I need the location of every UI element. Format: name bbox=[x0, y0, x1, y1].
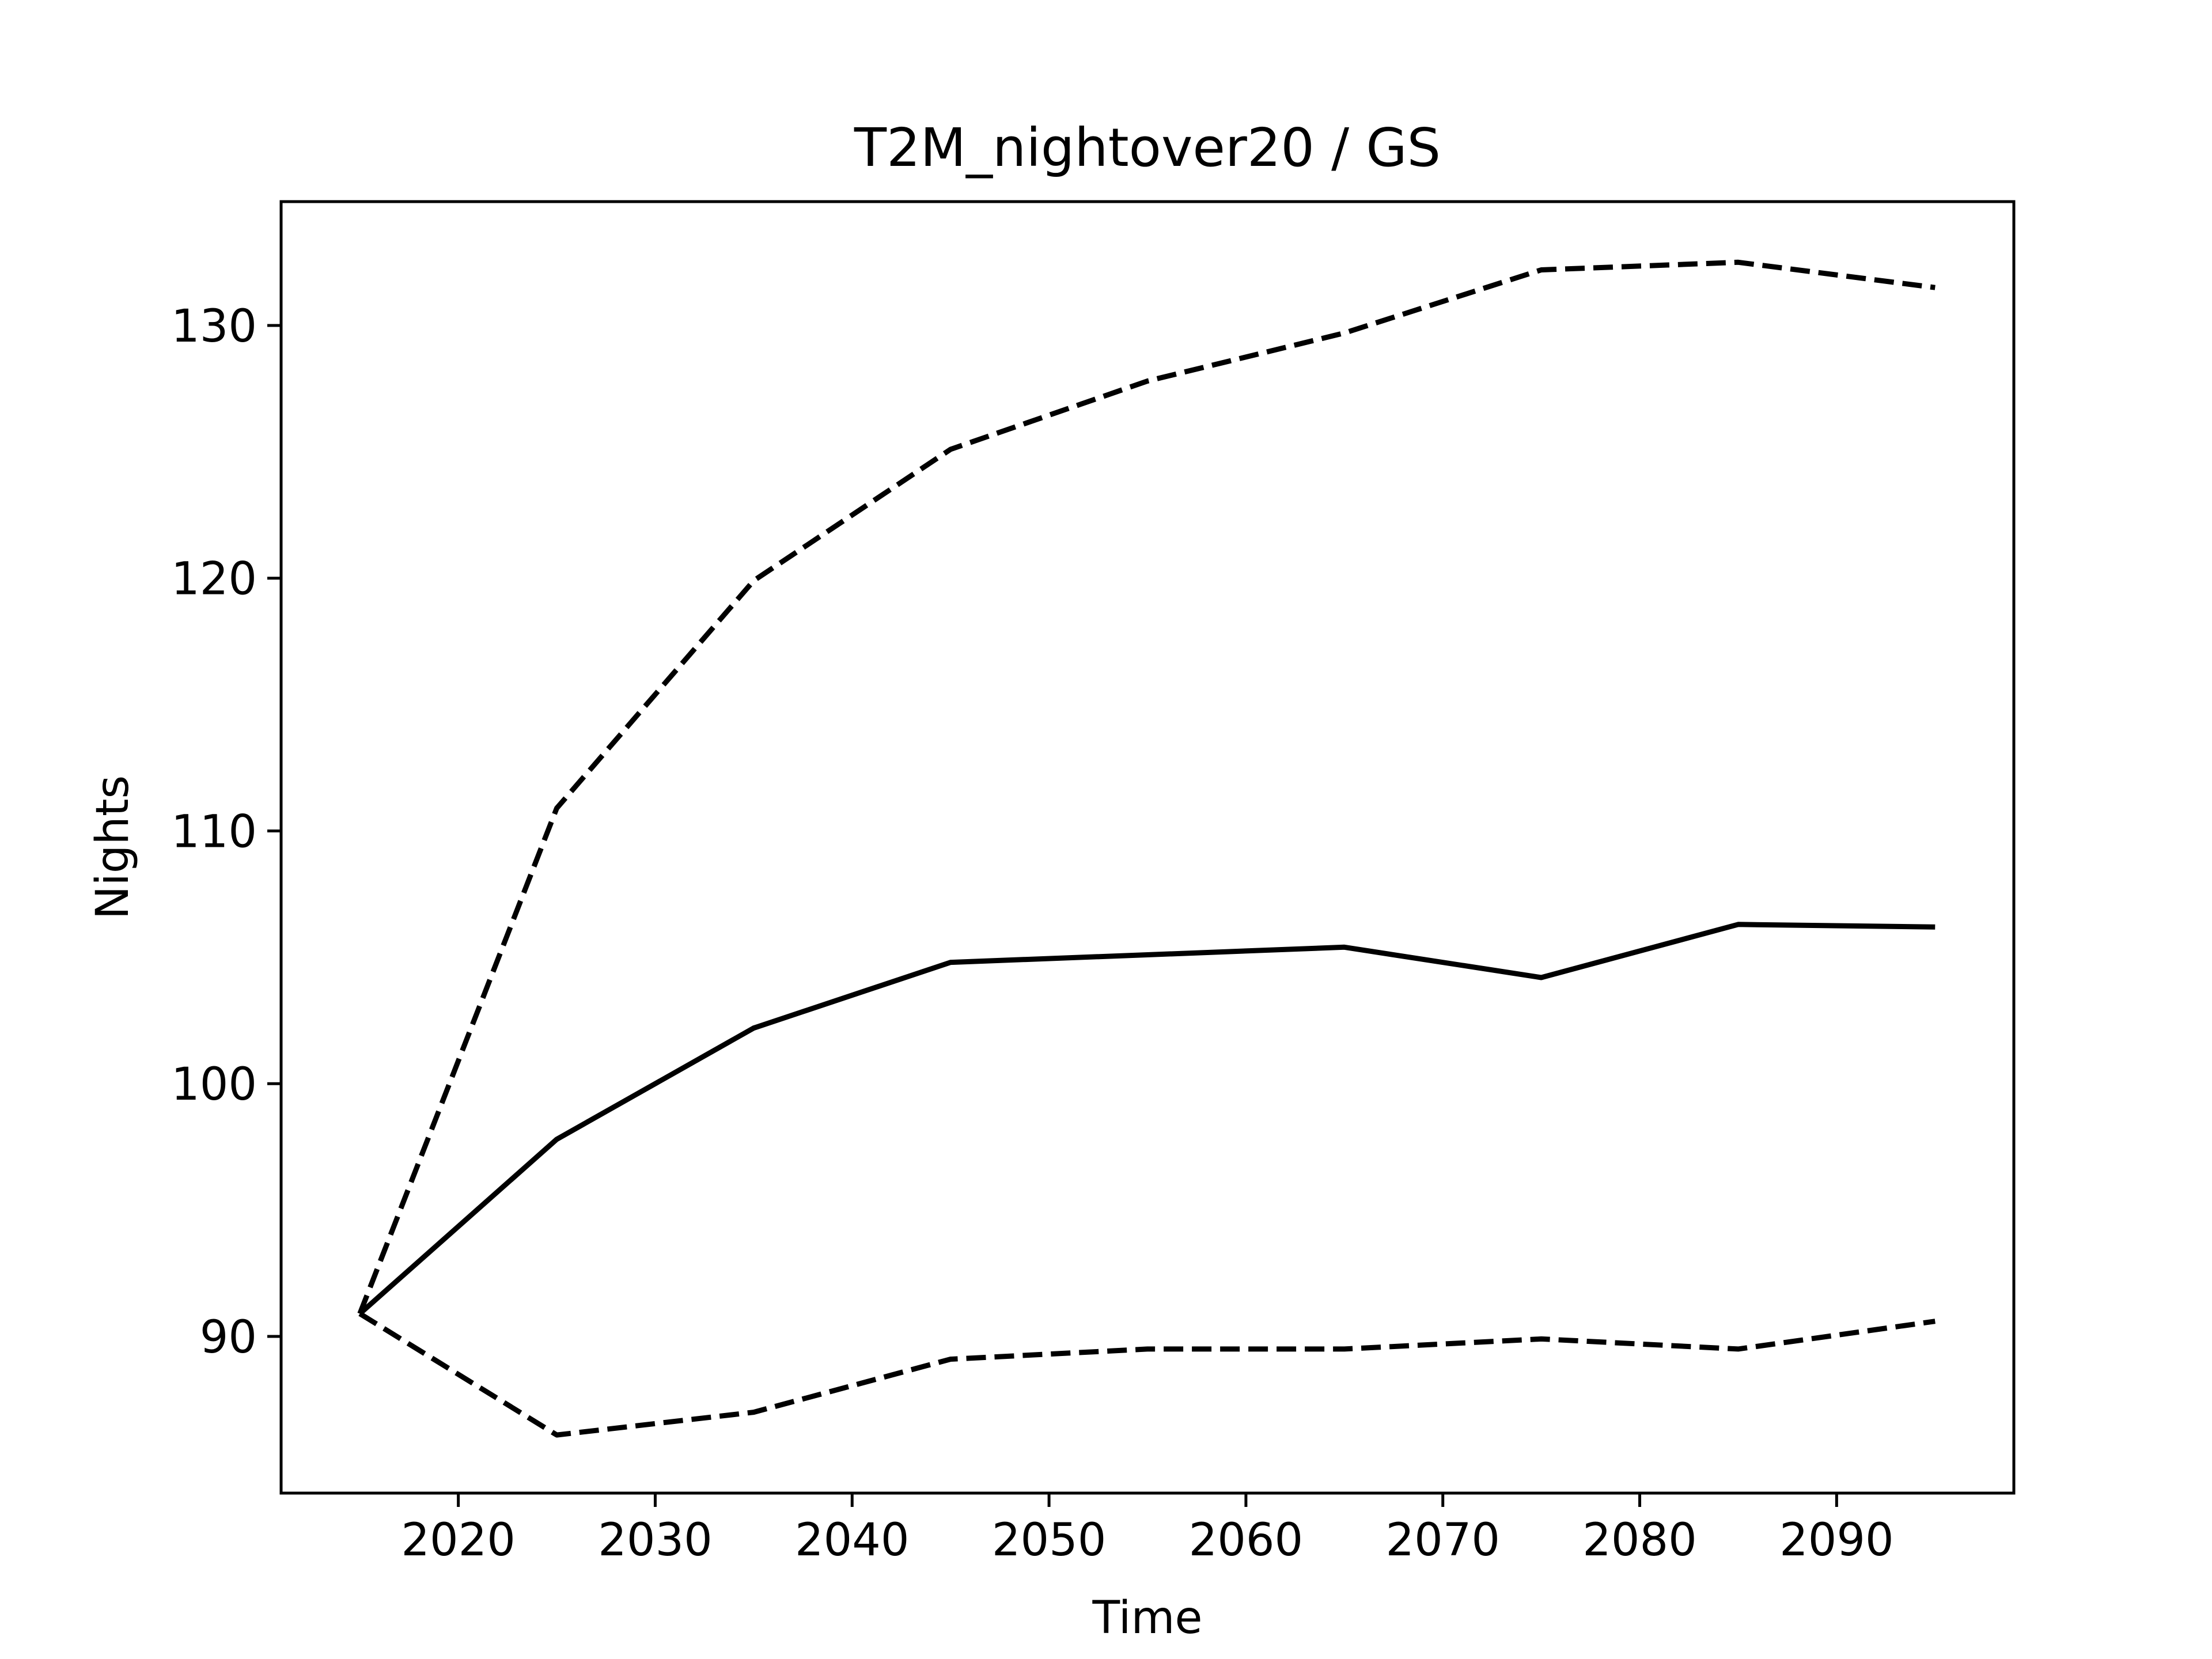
chart-title: T2M_nightover20 / GS bbox=[854, 117, 1441, 179]
y-tick-label: 90 bbox=[200, 1312, 257, 1363]
x-tick-label: 2080 bbox=[1582, 1514, 1697, 1566]
y-axis-label: Nights bbox=[87, 775, 139, 919]
x-tick-label: 2050 bbox=[992, 1514, 1107, 1566]
y-tick-label: 110 bbox=[171, 806, 257, 858]
series-line-3 bbox=[358, 1311, 1936, 1438]
series-line-2 bbox=[357, 259, 1936, 1315]
x-tick-label: 2040 bbox=[795, 1514, 910, 1566]
x-tick-label: 2030 bbox=[598, 1514, 713, 1566]
plot-frame bbox=[279, 200, 2016, 1495]
y-tick-label: 130 bbox=[171, 301, 257, 353]
x-axis: 2020 2030 2040 2050 2060 2070 2080 2090 bbox=[401, 1493, 1894, 1566]
series-layer bbox=[357, 259, 1936, 1438]
y-tick-label: 120 bbox=[171, 554, 257, 605]
x-tick-label: 2090 bbox=[1779, 1514, 1894, 1566]
x-tick-label: 2060 bbox=[1189, 1514, 1304, 1566]
y-tick-label: 100 bbox=[171, 1059, 257, 1111]
series-line-1 bbox=[358, 922, 1936, 1316]
x-tick-label: 2020 bbox=[401, 1514, 516, 1566]
x-tick-label: 2070 bbox=[1385, 1514, 1500, 1566]
y-axis: 90 100 110 120 130 bbox=[171, 301, 281, 1363]
x-axis-label: Time bbox=[1092, 1592, 1203, 1644]
